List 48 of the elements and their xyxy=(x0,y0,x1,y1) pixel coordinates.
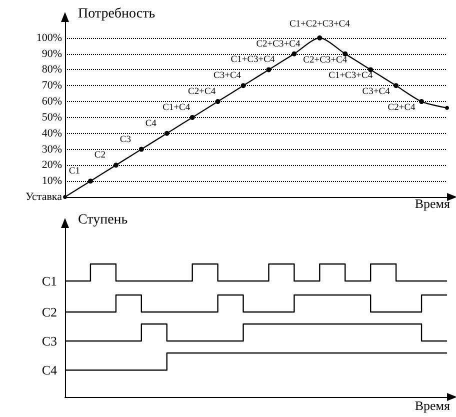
data-label: C1+C3+C4 xyxy=(230,55,275,66)
point xyxy=(215,99,220,104)
y-tick-label: 80% xyxy=(42,64,62,76)
y-tick-label: 10% xyxy=(42,175,62,188)
data-label: C3+C4 xyxy=(362,87,390,98)
data-label: C1 xyxy=(68,166,80,177)
point xyxy=(266,67,272,72)
point xyxy=(419,99,424,104)
data-label: C1+C2+C3+C4 xyxy=(289,19,350,30)
data-label: C4 xyxy=(145,118,157,129)
y-axis-title: Потребность xyxy=(78,6,156,22)
x-axis-title: Время xyxy=(414,398,450,413)
point xyxy=(240,83,246,88)
y-tick-label: 70% xyxy=(42,80,62,92)
data-label: C3 xyxy=(120,134,132,145)
series-label: C2 xyxy=(42,304,57,320)
data-label: C2+C4 xyxy=(388,103,416,114)
point xyxy=(292,51,297,56)
y-axis-title: Ступень xyxy=(78,212,128,228)
point xyxy=(342,51,348,56)
y-tick-label: 50% xyxy=(42,111,62,124)
x-axis-title: Время xyxy=(414,196,450,211)
point xyxy=(88,178,93,184)
y-tick-label: 60% xyxy=(42,96,62,108)
y-tick-label: 20% xyxy=(42,159,62,172)
y-tick-label: 90% xyxy=(42,48,62,60)
data-label: C3+C4 xyxy=(214,71,242,82)
point xyxy=(394,83,399,88)
data-label: C2+C3+C4 xyxy=(256,39,300,50)
point xyxy=(138,146,144,152)
y-tick-label: 40% xyxy=(42,127,62,140)
data-label: C2+C3+C4 xyxy=(303,55,348,66)
y-tick-label: 100% xyxy=(36,32,62,44)
point xyxy=(63,195,67,199)
data-label: C1+C3+C4 xyxy=(328,71,373,82)
data-label: C2+C4 xyxy=(188,87,216,98)
y-tick-label: Уставка xyxy=(26,191,62,203)
point xyxy=(445,106,449,110)
series-label: C4 xyxy=(42,362,58,378)
point xyxy=(190,114,195,120)
point xyxy=(113,162,118,168)
point xyxy=(317,35,322,40)
series-label: C1 xyxy=(42,274,57,288)
series-label: C3 xyxy=(42,334,57,348)
y-tick-label: 30% xyxy=(42,143,62,156)
point xyxy=(164,130,170,136)
data-label: C2 xyxy=(94,150,106,161)
data-label: C1+C4 xyxy=(162,102,190,113)
